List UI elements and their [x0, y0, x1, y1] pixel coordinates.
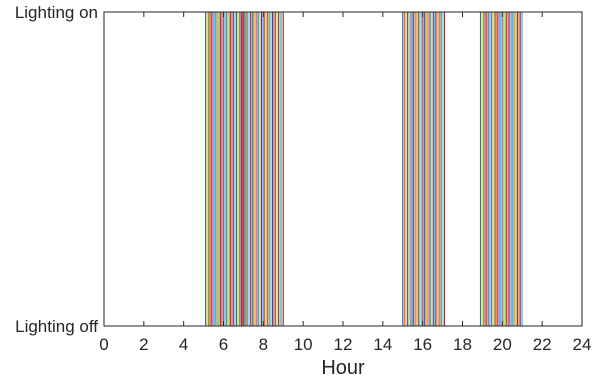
x-tick-label: 4: [179, 335, 188, 354]
x-tick-label: 14: [373, 335, 392, 354]
x-tick-label: 10: [294, 335, 313, 354]
x-axis-title: Hour: [321, 357, 365, 379]
tick-layer: 0 2 4 6 8 10 12 14 16 18 20 22 24: [99, 11, 592, 354]
x-tick-label: 6: [219, 335, 228, 354]
x-tick-label: 8: [259, 335, 268, 354]
x-tick-label: 16: [413, 335, 432, 354]
x-tick-label: 12: [334, 335, 353, 354]
y-tick-label-lighting-on: Lighting on: [15, 3, 98, 22]
y-tick-label-lighting-off: Lighting off: [15, 317, 98, 336]
x-tick-label: 2: [139, 335, 148, 354]
x-tick-label: 20: [493, 335, 512, 354]
series-line: [104, 11, 582, 327]
x-tick-label: 18: [453, 335, 472, 354]
series-layer: [104, 11, 582, 327]
x-tick-label: 22: [533, 335, 552, 354]
x-tick-label: 0: [99, 335, 108, 354]
x-tick-label: 24: [573, 335, 592, 354]
